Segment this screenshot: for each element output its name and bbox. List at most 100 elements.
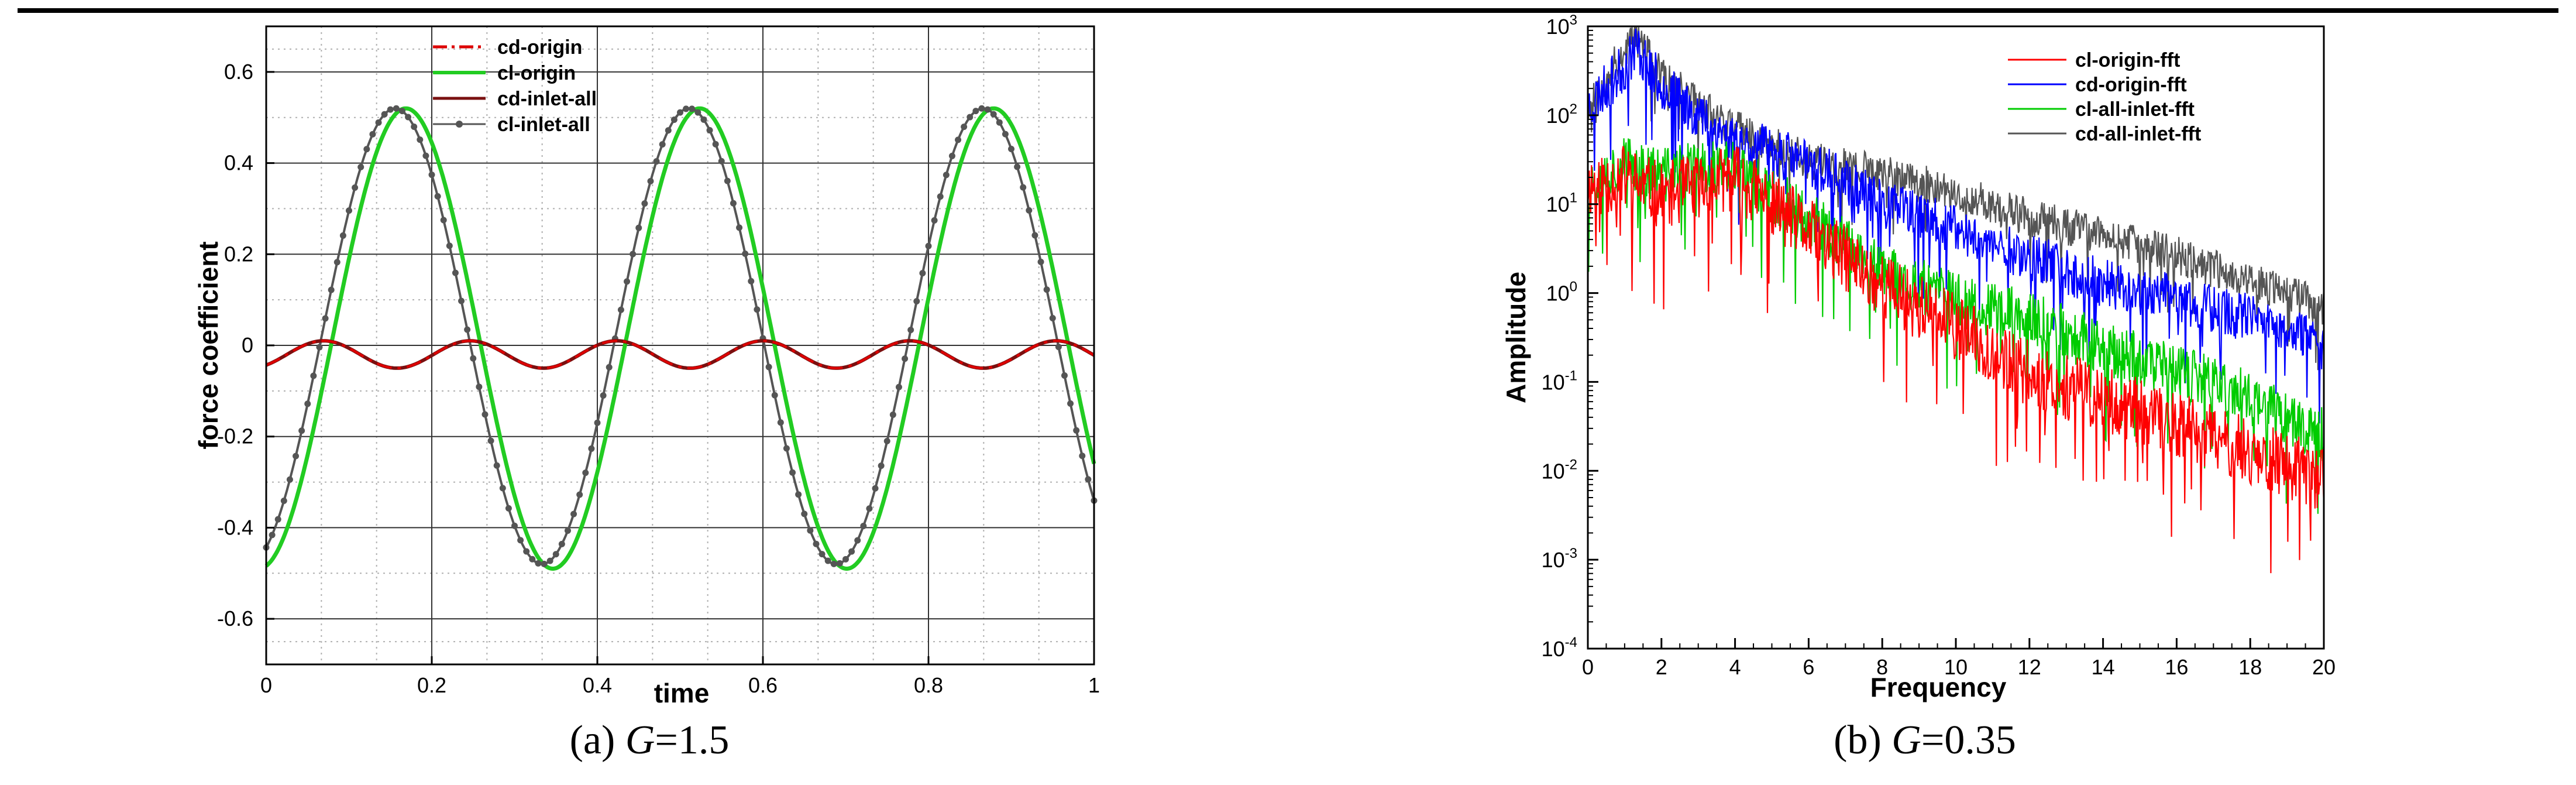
series-cl-inlet-all-marker bbox=[730, 200, 737, 207]
y-tick-label: 10-1 bbox=[1542, 368, 1577, 394]
caption-b-var: G bbox=[1891, 718, 1921, 763]
series-cl-inlet-all-marker bbox=[712, 140, 719, 148]
series-cl-inlet-all-marker bbox=[754, 306, 761, 313]
y-tick-label-base: 10 bbox=[1546, 15, 1570, 39]
series-cl-inlet-all-marker bbox=[369, 131, 376, 138]
x-tick-label: 12 bbox=[2018, 655, 2041, 679]
series-cl-inlet-all-marker bbox=[659, 141, 666, 148]
series-cl-inlet-all-marker bbox=[1020, 184, 1027, 191]
series-cl-inlet-all-marker bbox=[1008, 146, 1014, 153]
series-cl-inlet-all-marker bbox=[955, 136, 962, 143]
series-cl-inlet-all-marker bbox=[624, 278, 631, 285]
y-tick-label: 101 bbox=[1546, 190, 1577, 217]
series-cl-inlet-all-marker bbox=[328, 286, 335, 293]
series-cl-inlet-all-marker bbox=[736, 224, 743, 231]
series-cl-inlet-all-marker bbox=[948, 152, 955, 159]
series-cl-inlet-all-marker bbox=[1079, 453, 1086, 460]
series-cl-inlet-all-marker bbox=[795, 491, 802, 498]
series-cl-inlet-all-marker bbox=[872, 485, 879, 492]
series-cl-inlet-all-marker bbox=[499, 485, 506, 492]
series-cl-inlet-all-marker bbox=[943, 172, 950, 179]
series-cl-inlet-all-marker bbox=[440, 217, 447, 224]
series-cl-inlet-all-marker bbox=[304, 400, 311, 407]
series-cl-inlet-all-marker bbox=[961, 124, 968, 131]
caption-a-suffix: =1.5 bbox=[655, 718, 730, 763]
series-cl-inlet-all-marker bbox=[931, 217, 938, 224]
x-tick-label: 0.4 bbox=[583, 673, 612, 697]
series-cl-inlet-all-marker bbox=[860, 523, 867, 530]
series-cl-inlet-all-marker bbox=[748, 277, 755, 284]
series-cl-inlet-all-marker bbox=[517, 537, 524, 544]
legend-label: cl-origin bbox=[497, 62, 576, 84]
series-cl-inlet-all-marker bbox=[352, 184, 359, 191]
series-cl-inlet-all-marker bbox=[895, 383, 902, 390]
series-cl-inlet-all-marker bbox=[357, 163, 364, 170]
series-cl-inlet-all-marker bbox=[487, 437, 494, 444]
series-cl-inlet-all-marker bbox=[411, 123, 418, 130]
series-cl-inlet-all-marker bbox=[464, 326, 471, 333]
series-cl-inlet-all-marker bbox=[322, 315, 329, 322]
series-cl-inlet-all-marker bbox=[866, 505, 873, 512]
series-cl-inlet-all-marker bbox=[818, 551, 826, 558]
y-tick-label-exponent: -3 bbox=[1565, 546, 1577, 561]
y-tick-label-exponent: 3 bbox=[1570, 12, 1577, 28]
series-cl-inlet-all-marker bbox=[476, 383, 483, 390]
series-cl-inlet-all-marker bbox=[339, 232, 346, 239]
y-axis-title: force coefficient bbox=[193, 241, 223, 449]
caption-a-var: G bbox=[625, 718, 655, 763]
series-cl-inlet-all-marker bbox=[398, 108, 405, 115]
series-cl-inlet-all-marker bbox=[902, 355, 909, 362]
series-cl-inlet-all-marker bbox=[972, 108, 979, 115]
caption-b-suffix: =0.35 bbox=[1921, 718, 2016, 763]
series-cl-inlet-all-marker bbox=[683, 105, 690, 112]
x-tick-label: 0 bbox=[260, 673, 272, 697]
series-cl-inlet-all-marker bbox=[789, 469, 796, 476]
series-cl-inlet-all-marker bbox=[405, 114, 412, 121]
series-cl-inlet-all-marker bbox=[375, 119, 382, 126]
series-cl-inlet-all-marker bbox=[978, 105, 985, 112]
series-cl-inlet-all-marker bbox=[883, 437, 890, 444]
series-cl-inlet-all-marker bbox=[907, 327, 914, 334]
series-cl-inlet-all-marker bbox=[889, 411, 896, 418]
y-tick-label-exponent: -4 bbox=[1565, 635, 1577, 650]
series-cl-inlet-all-marker bbox=[677, 109, 683, 116]
caption-a: (a) G=1.5 bbox=[468, 717, 831, 781]
x-tick-label: 20 bbox=[2312, 655, 2336, 679]
series-cl-inlet-all-marker bbox=[630, 251, 637, 258]
series-cl-inlet-all-marker bbox=[641, 200, 648, 207]
series-cl-inlet-all-marker bbox=[541, 560, 548, 567]
series-cl-inlet-all-marker bbox=[1002, 131, 1009, 138]
x-tick-label: 2 bbox=[1656, 655, 1667, 679]
y-tick-label-exponent: -1 bbox=[1565, 368, 1577, 383]
series-cl-inlet-all-marker bbox=[529, 556, 536, 563]
y-axis-title: Amplitude bbox=[1501, 272, 1531, 403]
series-cl-inlet-all-marker bbox=[665, 127, 672, 134]
series-cd-origin bbox=[266, 340, 1095, 369]
series-cl-inlet-all-marker bbox=[990, 111, 997, 118]
x-tick-label: 0.8 bbox=[914, 673, 943, 697]
series-cl-inlet-all-marker bbox=[984, 106, 991, 113]
chart-a: 0 0.2 0.4 0.6 0.8 1 -0.6 -0.4 -0.2 0 0.2 0.4 0.6 time… bbox=[193, 25, 1100, 708]
legend-label: cd-all-inlet-fft bbox=[2075, 123, 2201, 145]
series-cl-inlet-all-marker bbox=[393, 105, 400, 112]
series-cl-inlet-all-marker bbox=[718, 157, 725, 164]
series-cl-inlet-all-marker bbox=[493, 462, 500, 469]
series-cl-inlet-all-marker bbox=[824, 557, 831, 564]
y-tick-label-base: 10 bbox=[1542, 548, 1565, 572]
series-cl-inlet-all-marker bbox=[552, 551, 559, 558]
series-cl-inlet-all-marker bbox=[1037, 258, 1044, 265]
series-cl-inlet-all-marker bbox=[470, 355, 477, 362]
y-tick-label-base: 10 bbox=[1542, 459, 1565, 483]
series-cl-inlet-all-marker bbox=[842, 556, 849, 563]
series-cl-inlet-all-marker bbox=[546, 557, 553, 564]
series-cl-inlet-all-marker bbox=[434, 193, 441, 200]
series-cl-inlet-all-marker bbox=[807, 527, 814, 534]
y-tick-label: 0.6 bbox=[224, 60, 253, 84]
y-tick-label-exponent: 0 bbox=[1570, 279, 1577, 295]
y-tick-label-exponent: -2 bbox=[1565, 457, 1577, 472]
series-cl-inlet-all-marker bbox=[428, 172, 435, 179]
series-cl-inlet-all-marker bbox=[381, 111, 388, 118]
y-tick-label-exponent: 1 bbox=[1570, 190, 1577, 206]
series-cl-inlet-all-marker bbox=[919, 270, 926, 277]
